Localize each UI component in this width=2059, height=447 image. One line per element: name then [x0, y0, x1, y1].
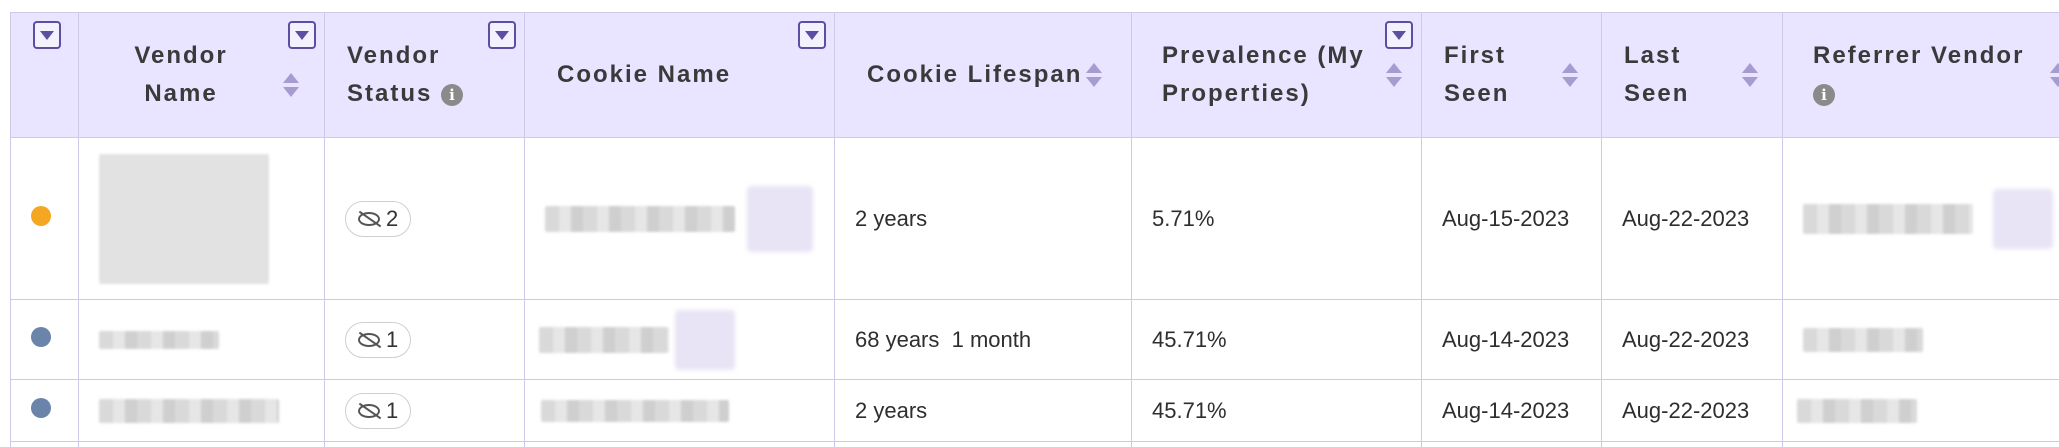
copy-icon[interactable] [1993, 188, 2053, 249]
vendor-logo-redacted [99, 153, 269, 284]
status-badge[interactable]: 1 [345, 321, 412, 358]
cookie-name-cell [524, 379, 835, 442]
empty-cell [10, 441, 79, 447]
last-seen-cell: Aug-22-2023 [1601, 379, 1783, 442]
header-prevalence[interactable]: Prevalence (My Properties) [1131, 12, 1422, 138]
header-indicator [10, 12, 79, 138]
empty-cell [1131, 441, 1422, 447]
cookie-table: Vendor Name Vendor Status i Cookie Name … [10, 12, 2059, 447]
cookie-name-redacted [541, 399, 729, 422]
header-first-seen[interactable]: First Seen [1421, 12, 1602, 138]
eye-off-icon [358, 211, 380, 226]
empty-cell [1601, 441, 1783, 447]
table-header-row: Vendor Name Vendor Status i Cookie Name … [10, 12, 2059, 138]
header-label: Vendor Name [134, 42, 228, 107]
first-seen-cell: Aug-14-2023 [1421, 299, 1602, 380]
table-row [10, 441, 2059, 447]
vendor-status-cell: 1 [324, 299, 525, 380]
status-dot-cell [10, 137, 79, 300]
eye-off-icon [358, 332, 380, 347]
header-label: Last Seen [1624, 42, 1690, 107]
header-cookie-name[interactable]: Cookie Name [524, 12, 835, 138]
sort-icon[interactable] [1386, 63, 1402, 87]
prevalence-cell: 45.71% [1131, 379, 1422, 442]
cookie-name-redacted [539, 326, 669, 353]
header-label: Cookie Lifespan [867, 61, 1083, 88]
header-label: Vendor Status i [347, 37, 467, 113]
referrer-vendor-redacted [1803, 203, 1973, 234]
referrer-vendor-cell [1782, 379, 2059, 442]
cookie-name-redacted [545, 205, 735, 232]
cookie-lifespan-cell: 2 years [834, 379, 1132, 442]
sort-icon[interactable] [283, 73, 299, 97]
first-seen-cell: Aug-15-2023 [1421, 137, 1602, 300]
status-dot [31, 397, 51, 418]
empty-cell [78, 441, 325, 447]
status-badge[interactable]: 1 [345, 392, 412, 429]
filter-icon[interactable] [798, 21, 826, 49]
cookie-name-cell [524, 137, 835, 300]
table-row[interactable]: 2 2 years 5.71% Aug-15-2023 Aug-22-2023 [10, 137, 2059, 300]
vendor-name-redacted [99, 398, 279, 423]
header-label: Cookie Name [557, 61, 732, 88]
filter-icon[interactable] [288, 21, 316, 49]
info-icon[interactable]: i [441, 83, 464, 106]
vendor-name-redacted [99, 330, 219, 349]
vendor-logo-cell [78, 379, 325, 442]
sort-icon[interactable] [1742, 63, 1758, 87]
cookie-name-cell [524, 299, 835, 380]
status-badge[interactable]: 2 [345, 200, 412, 237]
sort-icon[interactable] [2050, 63, 2059, 87]
filter-icon[interactable] [1385, 21, 1413, 49]
last-seen-cell: Aug-22-2023 [1601, 137, 1783, 300]
header-label: First Seen [1444, 42, 1510, 107]
empty-cell [1782, 441, 2059, 447]
referrer-vendor-cell [1782, 299, 2059, 380]
sort-icon[interactable] [1562, 63, 1578, 87]
copy-icon[interactable] [675, 309, 735, 370]
table-row[interactable]: 1 2 years 45.71% Aug-14-2023 Aug-22-2023 [10, 379, 2059, 442]
filter-icon[interactable] [33, 21, 61, 49]
header-referrer-vendor[interactable]: Referrer Vendor i [1782, 12, 2059, 138]
header-label: Prevalence (My Properties) [1162, 42, 1365, 107]
prevalence-cell: 5.71% [1131, 137, 1422, 300]
header-cookie-lifespan[interactable]: Cookie Lifespan [834, 12, 1132, 138]
prevalence-cell: 45.71% [1131, 299, 1422, 380]
empty-cell [324, 441, 525, 447]
table-row[interactable]: 1 68 years 1 month 45.71% Aug-14-2023 Au… [10, 299, 2059, 380]
vendor-logo-cell [78, 137, 325, 300]
header-label: Referrer Vendor i [1813, 42, 2025, 106]
empty-cell [834, 441, 1132, 447]
last-seen-cell: Aug-22-2023 [1601, 299, 1783, 380]
vendor-logo-cell [78, 299, 325, 380]
eye-off-icon [358, 403, 380, 418]
cookie-lifespan-cell: 68 years 1 month [834, 299, 1132, 380]
vendor-status-cell: 2 [324, 137, 525, 300]
header-vendor-status[interactable]: Vendor Status i [324, 12, 525, 138]
info-icon[interactable]: i [1813, 83, 1835, 106]
empty-cell [1421, 441, 1602, 447]
status-dot-cell [10, 299, 79, 380]
empty-cell [524, 441, 835, 447]
referrer-vendor-cell [1782, 137, 2059, 300]
cookie-table-container: Vendor Name Vendor Status i Cookie Name … [10, 12, 2059, 447]
sort-icon[interactable] [1086, 63, 1103, 87]
first-seen-cell: Aug-14-2023 [1421, 379, 1602, 442]
referrer-vendor-redacted [1797, 398, 1917, 423]
filter-icon[interactable] [488, 21, 516, 49]
referrer-vendor-redacted [1803, 327, 1923, 352]
copy-icon[interactable] [747, 185, 813, 252]
cookie-lifespan-cell: 2 years [834, 137, 1132, 300]
status-dot-cell [10, 379, 79, 442]
header-vendor-name[interactable]: Vendor Name [78, 12, 325, 138]
status-dot [31, 326, 51, 347]
header-last-seen[interactable]: Last Seen [1601, 12, 1783, 138]
vendor-status-cell: 1 [324, 379, 525, 442]
status-dot [31, 205, 51, 226]
